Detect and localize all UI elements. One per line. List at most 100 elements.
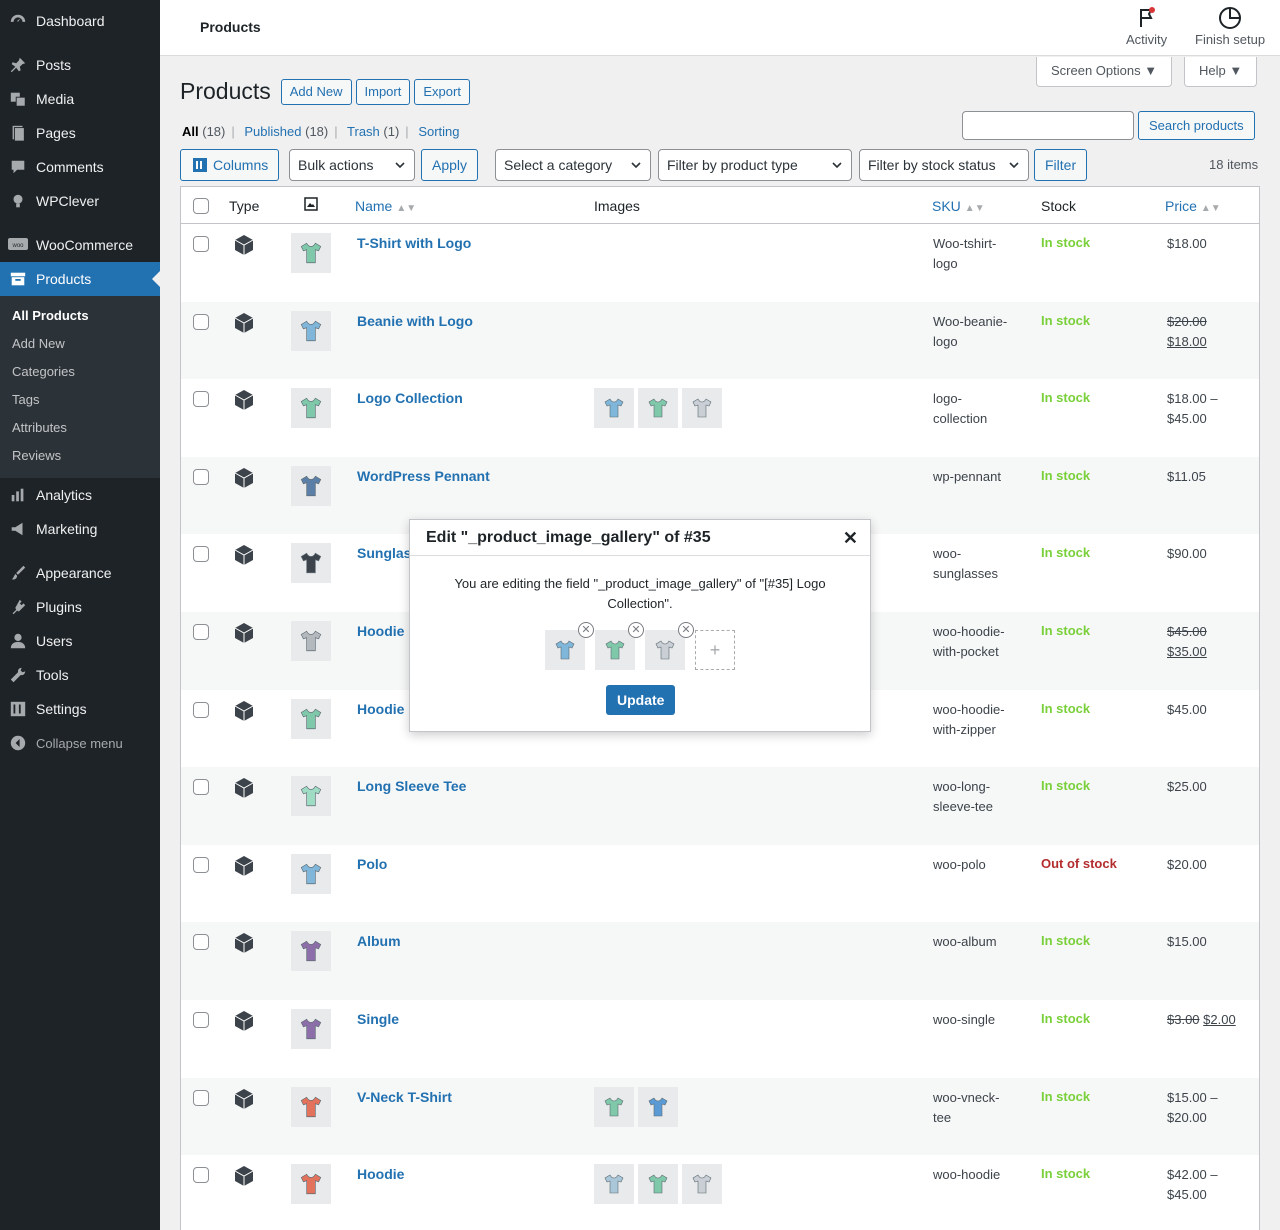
col-sku[interactable]: SKU ▲▼	[932, 198, 985, 214]
menu-tools[interactable]: Tools	[0, 658, 160, 692]
menu-woocommerce[interactable]: woo WooCommerce	[0, 228, 160, 262]
bulk-actions-select[interactable]: Bulk actions	[289, 149, 415, 181]
submenu-categories[interactable]: Categories	[12, 364, 75, 379]
screen-options-button[interactable]: Screen Options ▼	[1036, 57, 1173, 87]
menu-comments[interactable]: Comments	[0, 150, 160, 184]
product-thumbnail[interactable]	[291, 1008, 331, 1049]
menu-wpclever[interactable]: WPClever	[0, 184, 160, 218]
product-name-link[interactable]: V-Neck T-Shirt	[357, 1088, 452, 1105]
submenu-add-new[interactable]: Add New	[12, 336, 65, 351]
menu-posts[interactable]: Posts	[0, 48, 160, 82]
submenu-reviews[interactable]: Reviews	[12, 448, 62, 463]
row-checkbox[interactable]	[193, 934, 209, 951]
menu-users[interactable]: Users	[0, 624, 160, 658]
submenu-attributes[interactable]: Attributes	[12, 420, 67, 435]
col-name[interactable]: Name ▲▼	[355, 198, 416, 214]
product-thumbnail[interactable]	[291, 310, 331, 351]
help-button[interactable]: Help ▼	[1184, 57, 1258, 87]
row-checkbox[interactable]	[193, 236, 209, 252]
row-checkbox[interactable]	[193, 468, 209, 485]
row-checkbox[interactable]	[193, 313, 209, 330]
import-button[interactable]: Import	[355, 78, 411, 105]
collapse-menu-button[interactable]: Collapse menu	[0, 726, 160, 760]
product-thumbnail[interactable]	[291, 233, 331, 273]
update-button[interactable]: Update	[606, 685, 676, 715]
gallery-thumb[interactable]	[682, 388, 722, 429]
view-published[interactable]: Published	[244, 124, 302, 139]
row-checkbox[interactable]	[193, 779, 209, 796]
filter-button[interactable]: Filter	[1034, 149, 1088, 181]
row-checkbox[interactable]	[193, 391, 209, 408]
menu-media[interactable]: Media	[0, 82, 160, 116]
category-select[interactable]: Select a category	[495, 149, 651, 181]
add-image-button[interactable]: +	[695, 630, 735, 670]
product-name-link[interactable]: Sunglas	[357, 545, 412, 562]
activity-button[interactable]: Activity	[1126, 6, 1167, 47]
menu-plugins[interactable]: Plugins	[0, 590, 160, 624]
stock-status-select[interactable]: Filter by stock status	[859, 149, 1029, 181]
menu-products[interactable]: Products	[0, 262, 160, 296]
product-thumbnail[interactable]	[291, 465, 331, 506]
product-thumbnail[interactable]	[291, 543, 331, 584]
product-thumbnail[interactable]	[291, 931, 331, 972]
menu-pages[interactable]: Pages	[0, 116, 160, 150]
product-thumbnail[interactable]	[291, 1086, 331, 1127]
product-thumbnail[interactable]	[291, 388, 331, 429]
product-thumbnail[interactable]	[291, 620, 331, 661]
view-trash[interactable]: Trash	[347, 124, 380, 139]
view-sorting[interactable]: Sorting	[418, 124, 460, 139]
product-name-link[interactable]: WordPress Pennant	[357, 467, 490, 484]
columns-button[interactable]: Columns	[180, 149, 280, 181]
product-thumbnail[interactable]	[291, 698, 331, 739]
row-checkbox[interactable]	[193, 701, 209, 718]
export-button[interactable]: Export	[414, 78, 470, 105]
gallery-thumb[interactable]	[638, 1164, 678, 1205]
submenu-tags[interactable]: Tags	[12, 392, 40, 407]
gallery-image[interactable]: ✕	[545, 622, 594, 670]
remove-icon[interactable]: ✕	[578, 622, 594, 638]
product-name-link[interactable]: Beanie with Logo	[357, 312, 473, 329]
product-name-link[interactable]: T-Shirt with Logo	[357, 235, 472, 251]
gallery-thumb[interactable]	[638, 388, 678, 429]
menu-appearance[interactable]: Appearance	[0, 556, 160, 590]
select-all-checkbox[interactable]	[193, 198, 209, 214]
gallery-image[interactable]: ✕	[645, 622, 694, 670]
apply-button[interactable]: Apply	[421, 149, 479, 181]
row-checkbox[interactable]	[193, 1011, 209, 1028]
col-price[interactable]: Price ▲▼	[1165, 198, 1221, 214]
product-thumbnail[interactable]	[291, 853, 331, 894]
row-checkbox[interactable]	[193, 1167, 209, 1184]
product-name-link[interactable]: Hoodie	[357, 622, 405, 639]
gallery-thumb[interactable]	[638, 1086, 678, 1127]
product-name-link[interactable]: Hoodie	[357, 700, 405, 717]
menu-settings[interactable]: Settings	[0, 692, 160, 726]
product-name-link[interactable]: Logo Collection	[357, 390, 463, 407]
search-products-button[interactable]: Search products	[1138, 111, 1255, 140]
finish-setup-button[interactable]: Finish setup	[1195, 6, 1265, 47]
gallery-thumb[interactable]	[594, 1086, 634, 1127]
remove-icon[interactable]: ✕	[678, 622, 694, 638]
menu-marketing[interactable]: Marketing	[0, 512, 160, 546]
add-new-button[interactable]: Add New	[280, 78, 352, 105]
product-name-link[interactable]: Polo	[357, 855, 388, 872]
product-name-link[interactable]: Album	[357, 933, 401, 950]
row-checkbox[interactable]	[193, 546, 209, 563]
gallery-thumb[interactable]	[594, 388, 634, 429]
gallery-thumb[interactable]	[594, 1164, 634, 1205]
product-thumbnail[interactable]	[291, 776, 331, 817]
product-name-link[interactable]: Long Sleeve Tee	[357, 778, 467, 795]
gallery-thumb[interactable]	[682, 1164, 722, 1205]
view-all[interactable]: All	[182, 124, 199, 139]
menu-dashboard[interactable]: Dashboard	[0, 4, 160, 38]
product-name-link[interactable]: Hoodie	[357, 1166, 405, 1183]
product-name-link[interactable]: Single	[357, 1010, 400, 1027]
row-checkbox[interactable]	[193, 623, 209, 640]
col-type[interactable]: Type	[229, 198, 260, 214]
row-checkbox[interactable]	[193, 1089, 209, 1106]
product-thumbnail[interactable]	[291, 1164, 331, 1205]
remove-icon[interactable]: ✕	[628, 622, 644, 638]
menu-analytics[interactable]: Analytics	[0, 478, 160, 512]
search-input[interactable]	[962, 111, 1134, 140]
close-icon[interactable]: ✕	[842, 528, 858, 548]
row-checkbox[interactable]	[193, 856, 209, 873]
